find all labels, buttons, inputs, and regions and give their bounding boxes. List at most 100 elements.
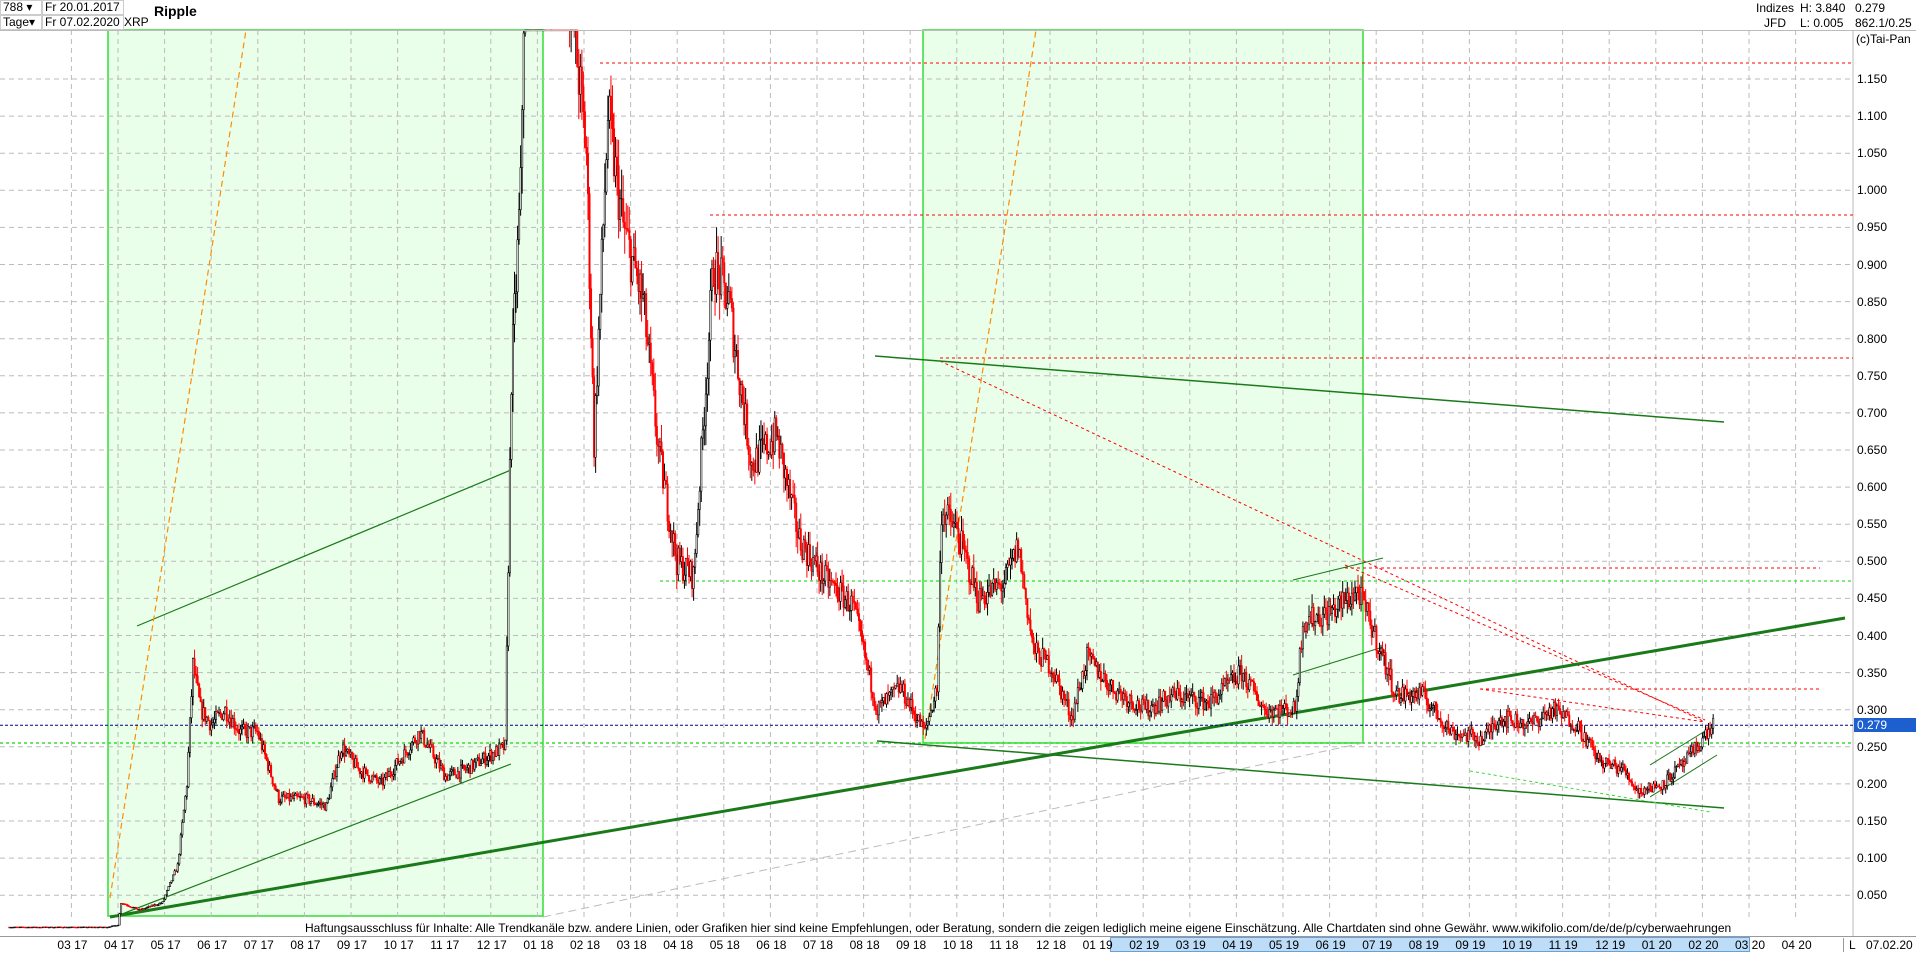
candle bbox=[920, 720, 923, 727]
unit-select[interactable]: Tage▾ bbox=[0, 15, 42, 30]
candle bbox=[195, 673, 198, 676]
period-select[interactable]: 788 ▾ bbox=[0, 0, 42, 15]
candle bbox=[1387, 668, 1390, 676]
candle bbox=[995, 582, 998, 590]
candle bbox=[917, 714, 920, 722]
candle bbox=[1543, 712, 1546, 715]
candle bbox=[981, 595, 984, 600]
candle bbox=[155, 904, 158, 906]
candle bbox=[772, 441, 775, 453]
candle bbox=[1578, 720, 1581, 726]
candle bbox=[1530, 718, 1533, 722]
candle bbox=[441, 765, 444, 769]
candle bbox=[158, 902, 161, 906]
candle bbox=[438, 758, 441, 769]
candle bbox=[1384, 652, 1387, 675]
y-tick-label: 1.050 bbox=[1857, 146, 1888, 161]
candle bbox=[383, 777, 386, 786]
candle bbox=[51, 926, 54, 929]
date-to[interactable]: Fr 07.02.2020 bbox=[42, 15, 124, 30]
candle bbox=[1533, 715, 1536, 724]
chart-header: 788 ▾ Tage▾ Fr 20.01.2017 Fr 07.02.2020 … bbox=[0, 0, 1916, 31]
candle bbox=[1208, 703, 1211, 709]
candle bbox=[808, 544, 811, 562]
candle bbox=[1493, 723, 1496, 727]
candle bbox=[1707, 729, 1710, 739]
candle bbox=[429, 743, 432, 748]
candle bbox=[1631, 781, 1634, 787]
candle bbox=[1280, 704, 1283, 713]
candle bbox=[594, 395, 597, 458]
candle bbox=[268, 764, 271, 771]
candle bbox=[988, 585, 991, 593]
candle bbox=[799, 528, 802, 551]
candle bbox=[1255, 691, 1258, 701]
candle bbox=[1118, 689, 1121, 692]
candle bbox=[634, 247, 637, 269]
candle bbox=[1000, 584, 1003, 592]
candle bbox=[712, 268, 715, 286]
candle bbox=[146, 906, 149, 909]
candle bbox=[717, 252, 720, 269]
candle bbox=[900, 684, 903, 692]
candle bbox=[623, 221, 626, 229]
candle bbox=[1335, 608, 1338, 617]
candle bbox=[473, 761, 476, 770]
candle bbox=[1147, 699, 1150, 717]
long-trend-line bbox=[109, 616, 1846, 919]
candle bbox=[329, 786, 332, 799]
candle bbox=[586, 153, 589, 195]
candle bbox=[123, 903, 126, 905]
candle bbox=[1574, 729, 1577, 732]
candle bbox=[1407, 693, 1410, 696]
candle bbox=[773, 417, 776, 453]
candle bbox=[1150, 705, 1153, 713]
candle bbox=[257, 731, 260, 739]
candle bbox=[1138, 700, 1141, 709]
candle bbox=[230, 717, 233, 728]
candle bbox=[346, 749, 349, 752]
candle bbox=[1304, 622, 1307, 633]
candle bbox=[897, 683, 900, 693]
x-tick-label: 09 18 bbox=[896, 938, 927, 952]
candle bbox=[1251, 679, 1254, 682]
candle bbox=[479, 763, 482, 766]
candle bbox=[629, 239, 632, 283]
candle bbox=[1098, 671, 1101, 678]
candle bbox=[1303, 626, 1306, 633]
candle bbox=[1367, 602, 1370, 612]
candle bbox=[1468, 730, 1471, 735]
y-tick-label: 1.100 bbox=[1857, 109, 1888, 124]
candle bbox=[1162, 690, 1165, 702]
candle bbox=[1441, 721, 1444, 727]
x-axis[interactable]: L 07.02.20 03 17 04 17 05 17 06 17 07 17 08 1… bbox=[0, 936, 1916, 953]
candle bbox=[19, 926, 22, 929]
date-from[interactable]: Fr 20.01.2017 bbox=[42, 0, 124, 15]
candle bbox=[1125, 696, 1128, 707]
candle bbox=[274, 785, 277, 791]
candle bbox=[28, 926, 31, 929]
candle bbox=[1082, 671, 1085, 677]
candle bbox=[204, 707, 207, 722]
candle bbox=[466, 767, 469, 771]
candle bbox=[677, 547, 680, 576]
candle bbox=[1479, 735, 1482, 746]
candle bbox=[1559, 708, 1562, 715]
candle bbox=[1089, 649, 1092, 657]
candle bbox=[1537, 720, 1540, 727]
candle bbox=[1193, 691, 1196, 698]
candle bbox=[384, 772, 387, 778]
candle bbox=[161, 901, 164, 904]
candle bbox=[1226, 679, 1229, 684]
candle bbox=[1229, 674, 1232, 681]
candle bbox=[1582, 738, 1585, 742]
candle bbox=[622, 198, 625, 223]
candle bbox=[187, 752, 190, 788]
candle bbox=[738, 378, 741, 396]
candle bbox=[1297, 682, 1300, 697]
candle bbox=[1053, 677, 1056, 682]
candle bbox=[909, 699, 912, 708]
candle bbox=[55, 926, 58, 929]
candle bbox=[1519, 722, 1522, 728]
candle bbox=[1285, 703, 1288, 708]
